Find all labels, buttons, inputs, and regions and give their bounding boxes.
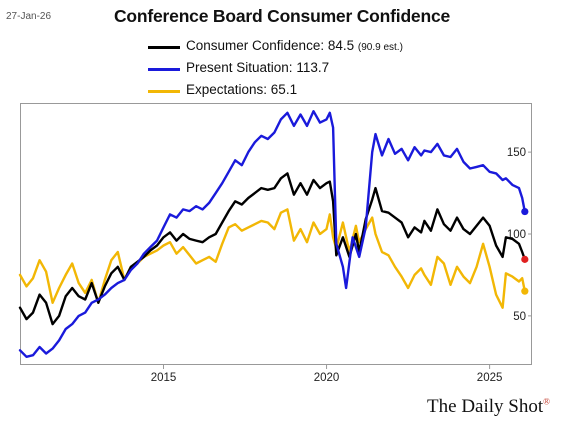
series-line-consumer-confidence	[18, 172, 526, 326]
y-tick-label-150: 150	[507, 147, 526, 159]
logo-text: The Daily Shot	[427, 396, 544, 417]
legend-label-present-situation: Present Situation: 113.7	[186, 60, 330, 75]
x-tick-label-2020: 2020	[314, 372, 340, 384]
legend-swatch-expectations	[148, 90, 180, 93]
chart-title: Conference Board Consumer Confidence	[113, 6, 451, 26]
x-tick-label-2025: 2025	[477, 372, 503, 384]
daily-shot-logo: The Daily Shot®	[427, 396, 550, 418]
logo-mark: ®	[543, 396, 550, 407]
legend-swatch-present-situation	[148, 68, 180, 71]
chart-date: 27-Jan-26	[6, 11, 52, 22]
end-marker-expectations	[521, 287, 529, 295]
end-marker-present-situation	[521, 207, 529, 216]
legend-label-consumer-confidence: Consumer Confidence: 84.5	[186, 38, 355, 53]
x-tick-label-2015: 2015	[151, 372, 177, 384]
legend-swatch-consumer-confidence	[148, 46, 180, 49]
legend-label-expectations: Expectations: 65.1	[186, 82, 298, 97]
y-tick-label-50: 50	[513, 311, 526, 323]
legend-note-consumer-confidence: (90.9 est.)	[357, 42, 403, 53]
end-marker-consumer-confidence	[521, 255, 529, 263]
series-line-present-situation	[18, 110, 526, 358]
series-line-expectations	[18, 208, 526, 309]
